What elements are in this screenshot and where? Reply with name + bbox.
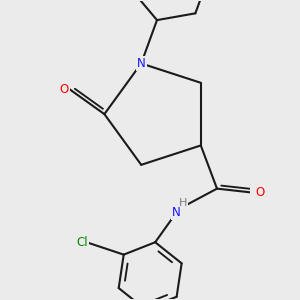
Text: O: O bbox=[255, 186, 264, 200]
Text: O: O bbox=[60, 82, 69, 96]
Text: H: H bbox=[179, 198, 187, 208]
Text: Cl: Cl bbox=[77, 236, 88, 249]
Text: N: N bbox=[172, 206, 180, 220]
Text: N: N bbox=[137, 57, 146, 70]
